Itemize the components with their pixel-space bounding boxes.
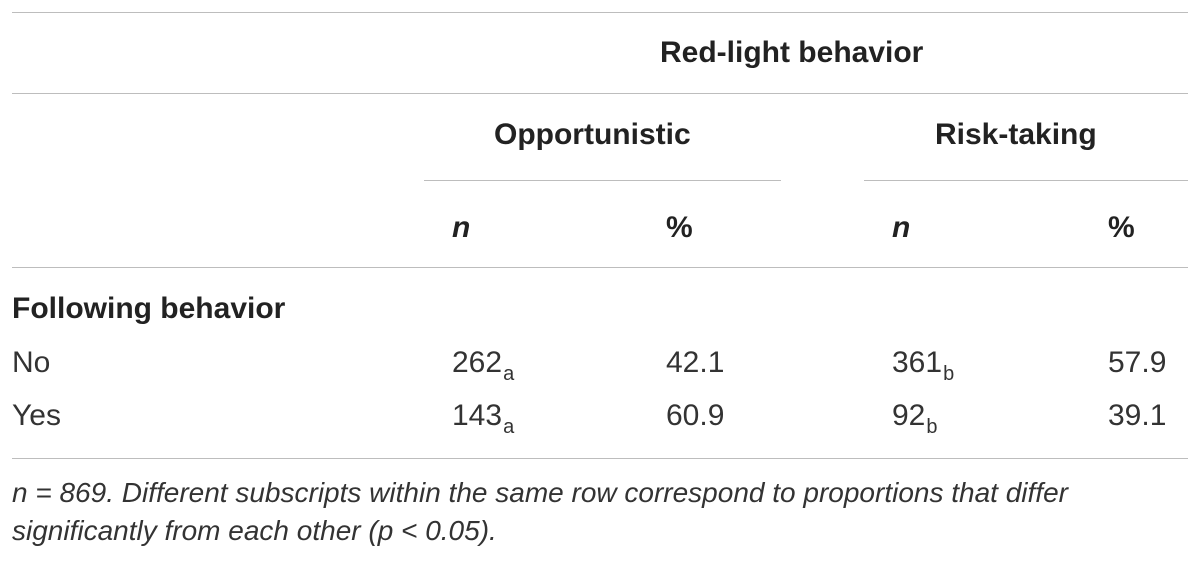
opportunistic-underline <box>424 180 781 181</box>
header-bottom-rule <box>12 267 1188 268</box>
subscript: a <box>503 416 515 438</box>
group-header-rule <box>12 93 1188 94</box>
table-bottom-rule <box>12 458 1188 459</box>
column-group-risk-taking: Risk-taking <box>935 118 1097 151</box>
table-cell-risk-pct: 57.9 <box>1108 346 1167 379</box>
section-label: Following behavior <box>12 292 286 325</box>
subcol-opp-pct: % <box>666 211 693 244</box>
value: 92 <box>892 399 926 432</box>
table-cell-opp-n: 262a <box>452 346 514 385</box>
table-cell-opp-pct: 42.1 <box>666 346 725 379</box>
column-group-opportunistic: Opportunistic <box>494 118 691 151</box>
value: 143 <box>452 399 503 432</box>
risk-taking-underline <box>864 180 1188 181</box>
table-cell-risk-pct: 39.1 <box>1108 399 1167 432</box>
subscript: a <box>503 363 515 385</box>
table-cell-opp-n: 143a <box>452 399 514 438</box>
top-rule <box>12 12 1188 13</box>
table-cell-risk-n: 361b <box>892 346 954 385</box>
table-cell-opp-pct: 60.9 <box>666 399 725 432</box>
value: 361 <box>892 346 943 379</box>
subcol-risk-n: n <box>892 211 911 244</box>
subcol-risk-pct: % <box>1108 211 1135 244</box>
subcol-opp-n: n <box>452 211 471 244</box>
table-footnote: n = 869. Different subscripts within the… <box>12 477 1068 546</box>
value: 262 <box>452 346 503 379</box>
table-cell-risk-n: 92b <box>892 399 938 438</box>
row-label: Yes <box>12 399 61 432</box>
group-header: Red-light behavior <box>660 36 924 69</box>
subscript: b <box>943 363 955 385</box>
subscript: b <box>926 416 938 438</box>
row-label: No <box>12 346 51 379</box>
